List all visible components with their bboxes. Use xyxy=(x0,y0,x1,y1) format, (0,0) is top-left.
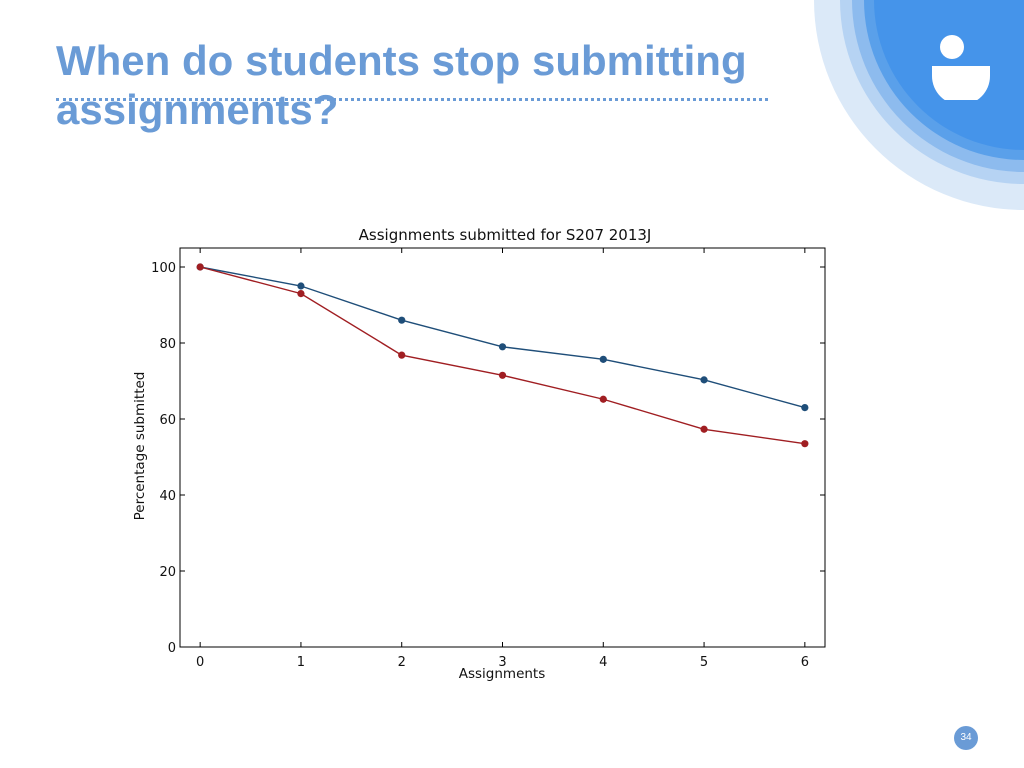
series-2-point xyxy=(700,425,708,433)
x-tick-label: 6 xyxy=(801,655,809,670)
series-2-point xyxy=(297,290,305,298)
y-tick-label: 100 xyxy=(151,261,176,276)
x-tick-label: 2 xyxy=(398,655,406,670)
series-2-point xyxy=(801,440,809,448)
x-tick-label: 5 xyxy=(700,655,708,670)
series-2-line xyxy=(199,266,805,445)
title-underline xyxy=(56,98,768,101)
y-tick-label: 60 xyxy=(159,413,176,428)
deco-circle-1 xyxy=(814,0,1024,210)
open-university-logo-icon xyxy=(932,35,990,100)
series-1-line xyxy=(200,266,806,409)
page-number-badge: 34 xyxy=(954,726,978,750)
y-axis-label: Percentage submitted xyxy=(132,371,148,521)
y-tick-label: 0 xyxy=(168,641,176,656)
x-axis-label: Assignments xyxy=(458,666,546,682)
y-tick-label: 80 xyxy=(159,337,176,352)
x-tick-label: 1 xyxy=(297,655,305,670)
x-tick-label: 4 xyxy=(599,655,607,670)
x-tick-label: 0 xyxy=(196,655,204,670)
y-tick-label: 20 xyxy=(159,565,176,580)
plot-frame xyxy=(179,247,826,648)
series-2-point xyxy=(498,371,507,379)
x-tick-label: 3 xyxy=(498,655,506,670)
series-2-point xyxy=(398,351,406,359)
page-title: When do students stop submitting assignm… xyxy=(56,37,747,133)
chart: Assignments submitted for S207 2013J Per… xyxy=(120,220,840,690)
chart-title: Assignments submitted for S207 2013J xyxy=(358,226,652,244)
series-1-point xyxy=(398,316,406,324)
y-tick-label: 40 xyxy=(159,489,176,504)
series-2-point xyxy=(196,263,204,271)
series-2-point xyxy=(599,395,607,403)
series-1-point xyxy=(498,343,507,351)
series-1-point xyxy=(297,282,305,290)
series-1-point xyxy=(801,404,809,412)
series-1-point xyxy=(599,355,607,363)
series-1-point xyxy=(700,376,708,384)
